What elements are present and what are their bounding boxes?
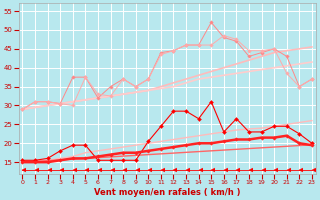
X-axis label: Vent moyen/en rafales ( km/h ): Vent moyen/en rafales ( km/h ) (94, 188, 240, 197)
